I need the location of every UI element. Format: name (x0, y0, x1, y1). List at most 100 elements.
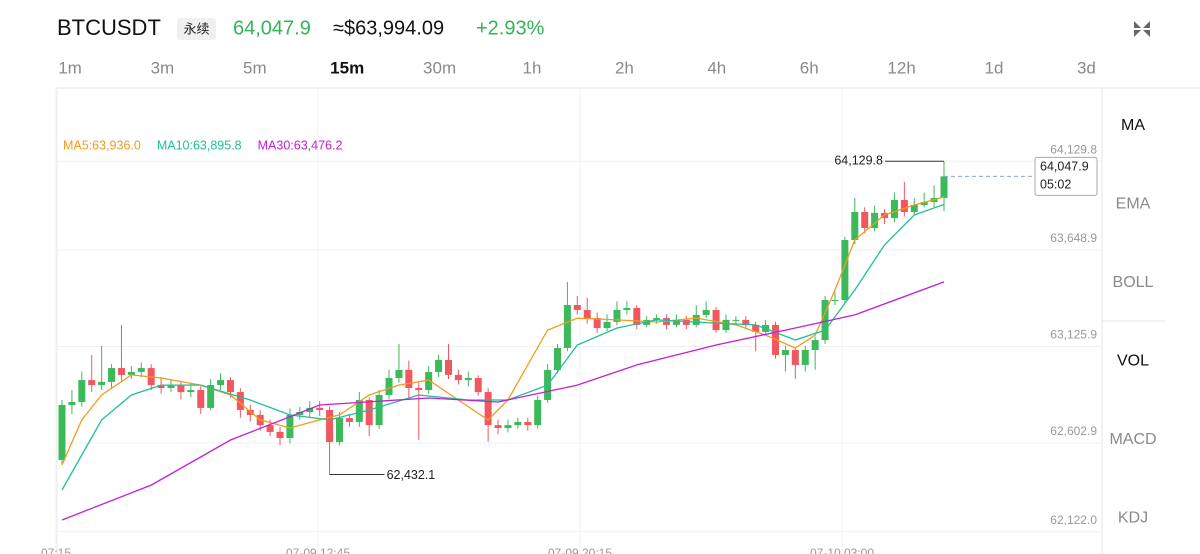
candle-body (781, 349, 789, 355)
timeframe[interactable]: 3d (1077, 58, 1096, 77)
candle-body (375, 395, 383, 426)
timeframe[interactable]: 2h (615, 58, 634, 77)
legend-entry: MA30:63,476.2 (258, 138, 343, 152)
price-tag-value: 64,047.9 (1040, 160, 1089, 174)
timeframe[interactable]: 5m (243, 58, 267, 77)
candle-body (236, 392, 244, 410)
candle-body (514, 421, 522, 426)
candle-body (167, 385, 175, 389)
candle-body (504, 425, 512, 429)
timeframe[interactable]: 12h (887, 58, 915, 77)
candle-body (197, 390, 205, 408)
candle-body (524, 421, 532, 426)
candle-body (791, 349, 799, 365)
candle-body (861, 211, 869, 229)
candle-body (831, 299, 839, 301)
usd-price: ≈$63,994.09 (333, 17, 444, 39)
candle-body (702, 309, 710, 315)
candle-body (385, 378, 393, 396)
timeframe[interactable]: 1h (523, 58, 542, 77)
time-label: 07-09 12:45 (286, 546, 350, 554)
candle-body (137, 368, 145, 372)
icon-shape[interactable] (1134, 21, 1150, 37)
candle-body (871, 212, 879, 229)
candle-body (583, 309, 591, 319)
candle-body (464, 378, 472, 381)
candle-body (613, 309, 621, 322)
candle-body (425, 371, 433, 391)
badge-bg (177, 18, 216, 40)
candle-body (78, 380, 86, 403)
candle-body (811, 340, 819, 350)
legend-entry: MA10:63,895.8 (157, 138, 242, 152)
last-price: 64,047.9 (233, 17, 311, 39)
candle-body (415, 388, 423, 391)
candle-body (900, 199, 908, 212)
timeframe[interactable]: 1m (58, 58, 82, 77)
candle-body (821, 299, 829, 341)
candle-body (286, 414, 294, 439)
candle-body (117, 368, 125, 375)
legend-entry: MA5:63,936.0 (63, 138, 141, 152)
candle-body (653, 318, 661, 320)
candle-body (484, 392, 492, 426)
indicator[interactable]: MACD (1109, 431, 1156, 448)
timeframe[interactable]: 4h (707, 58, 726, 77)
candle-body (633, 307, 641, 325)
candle-body (682, 319, 690, 325)
time-label: 07-09 20:15 (548, 546, 612, 554)
candle-body (554, 347, 561, 370)
candle-body (355, 399, 363, 422)
candle-body (326, 409, 334, 443)
candle-body (712, 309, 720, 331)
candle-body (890, 199, 898, 219)
timeframe[interactable]: 6h (800, 58, 819, 77)
timeframe[interactable]: 15m (330, 58, 364, 77)
candle-body (851, 211, 859, 241)
candle-body (395, 369, 403, 379)
time-label: 07-10 03:00 (810, 546, 874, 554)
candle-body (841, 240, 849, 300)
candle-body (920, 202, 928, 205)
candle-body (692, 314, 700, 325)
candle-body (217, 380, 225, 386)
candle-body (573, 304, 581, 310)
candle-body (742, 319, 750, 325)
candle-body (454, 374, 462, 381)
candle-body (207, 385, 215, 408)
candle-body (940, 176, 948, 198)
candle-body (752, 324, 760, 332)
indicator[interactable]: VOL (1117, 353, 1149, 370)
candle-body (98, 381, 106, 386)
timeframe[interactable]: 30m (423, 58, 456, 77)
candle-body (474, 378, 482, 393)
expand-icon[interactable] (1134, 21, 1150, 37)
timeframe[interactable]: 3m (151, 58, 175, 77)
candle-body (444, 359, 452, 375)
indicator[interactable]: BOLL (1113, 274, 1154, 291)
y-tick-label: 63,125.9 (1050, 328, 1097, 342)
price-tag-countdown: 05:02 (1040, 178, 1071, 192)
time-label: 07:15 (41, 546, 71, 554)
candle-body (246, 409, 254, 415)
candle-body (365, 399, 373, 426)
candle-body (157, 385, 165, 389)
indicator[interactable]: MA (1121, 117, 1145, 134)
symbol: BTCUSDT (57, 15, 161, 40)
timeframe[interactable]: 1d (985, 58, 1004, 77)
candle-body (108, 368, 116, 382)
candle-body (58, 404, 66, 460)
candle-body (68, 402, 76, 405)
candle-body (494, 425, 502, 429)
candle-body (266, 425, 274, 432)
indicator[interactable]: KDJ (1118, 510, 1148, 527)
candle-body (127, 371, 135, 375)
y-tick-label: 63,648.9 (1050, 231, 1097, 245)
high-marker-label: 64,129.8 (834, 154, 883, 168)
candle-body (226, 380, 234, 393)
ma-line (61, 196, 945, 466)
indicator[interactable]: EMA (1116, 196, 1151, 213)
candle-body (306, 407, 314, 412)
candle-body (801, 349, 809, 365)
